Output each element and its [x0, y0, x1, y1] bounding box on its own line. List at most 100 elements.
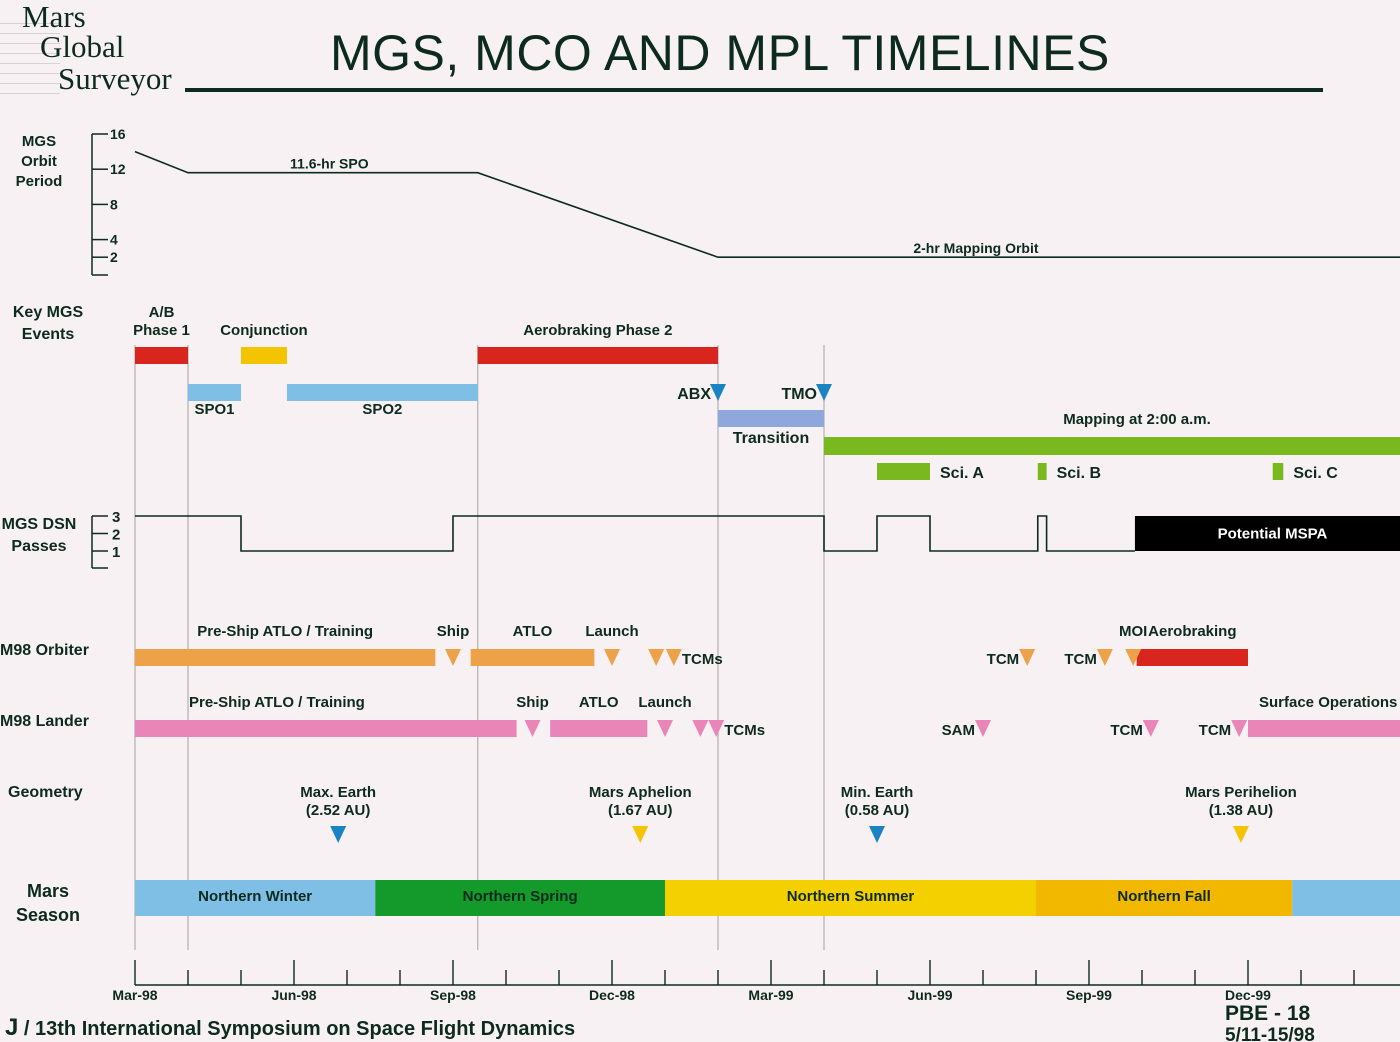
geometry-marker-icon — [330, 826, 347, 843]
event-marker-label: ABX — [677, 386, 711, 403]
footer-dates: 5/11-15/98 — [1225, 1025, 1315, 1042]
event-label: SPO1 — [194, 401, 234, 418]
orbit-tick-label: 16 — [110, 126, 126, 142]
geometry-label-line: Mars Perihelion — [1185, 784, 1297, 801]
event-label-line: A/B — [149, 304, 175, 321]
event-label-line: Sci. A — [940, 465, 984, 482]
orbiter-marker-icon — [1125, 649, 1142, 666]
geometry-marker-icon — [632, 826, 649, 843]
season-label-line: Northern Fall — [1117, 888, 1210, 905]
geometry-label-line: Max. Earth — [300, 784, 376, 801]
time-tick-label: Sep-98 — [430, 987, 476, 1003]
lander-marker-label-line: TCM — [1110, 722, 1143, 739]
lander-marker-icon — [975, 720, 991, 737]
lander-marker-label-line: Ship — [516, 694, 549, 711]
orbiter-marker-label: MOI — [1119, 623, 1147, 640]
time-tick-label: Jun-98 — [271, 987, 316, 1003]
footer-text: / 13th International Symposium on Space … — [18, 1018, 576, 1040]
event-label: Mapping at 2:00 a.m. — [1063, 411, 1211, 428]
orbiter-marker-label: Launch — [585, 623, 638, 640]
time-tick-label-line: Jun-98 — [271, 987, 316, 1003]
event-label-line: Transition — [733, 430, 809, 447]
orbiter-marker-label: TCMs — [682, 651, 723, 668]
orbit-annotation: 2-hr Mapping Orbit — [913, 240, 1039, 256]
geometry-label-line: (1.67 AU) — [608, 802, 672, 819]
orbiter-bar-label-line: Pre-Ship ATLO / Training — [197, 623, 373, 640]
time-tick-label: Dec-98 — [589, 987, 635, 1003]
lander-bar — [135, 720, 517, 737]
mspa-label-line: Potential MSPA — [1218, 526, 1328, 543]
dsn-tick-label-line: 3 — [112, 509, 120, 526]
lander-marker-label: TCM — [1110, 722, 1143, 739]
time-tick-label-line: Dec-99 — [1225, 987, 1271, 1003]
event-label-line: Sci. B — [1057, 465, 1101, 482]
orbiter-marker-icon — [445, 649, 461, 666]
lander-marker-label-line: Launch — [638, 694, 691, 711]
lander-marker-label-line: TCMs — [724, 722, 765, 739]
orbit-annotation-line: 11.6-hr SPO — [290, 156, 369, 172]
geometry-marker-icon — [1232, 826, 1249, 843]
lander-marker-label: Ship — [516, 694, 549, 711]
orbiter-marker-icon — [604, 649, 620, 666]
footer-initial: J — [5, 1014, 19, 1041]
event-bar — [824, 437, 1400, 455]
orbiter-marker-label-line: Ship — [437, 623, 470, 640]
event-label-line: Mapping at 2:00 a.m. — [1063, 411, 1211, 428]
orbiter-bar-label-line: Aerobraking — [1148, 623, 1236, 640]
event-marker-label-line: ABX — [677, 386, 711, 403]
season-label-line: Northern Winter — [198, 888, 312, 905]
geometry-label-line: Mars Aphelion — [589, 784, 692, 801]
orbiter-marker-label-line: TCMs — [682, 651, 723, 668]
event-label: Aerobraking Phase 2 — [523, 322, 672, 339]
season-label-line: Northern Summer — [787, 888, 915, 905]
event-bar — [188, 384, 241, 401]
event-marker-label: TMO — [781, 386, 817, 403]
logo-line: Global — [40, 29, 125, 64]
event-marker-icon — [816, 384, 832, 401]
logo-line: Surveyor — [58, 61, 172, 96]
lander-marker-label: Launch — [638, 694, 691, 711]
lander-bar-label-line: Surface Operations — [1259, 694, 1397, 711]
orbiter-marker-label-line: TCM — [1064, 651, 1097, 668]
event-label: Sci. C — [1293, 465, 1338, 482]
event-label-line: SPO2 — [362, 401, 402, 418]
geometry-label: Mars Perihelion (1.38 AU) — [1185, 784, 1297, 819]
time-tick-label-line: Sep-98 — [430, 987, 476, 1003]
time-tick-label-line: Mar-98 — [112, 987, 157, 1003]
lander-marker-label-line: SAM — [942, 722, 975, 739]
time-tick-label-line: Sep-99 — [1066, 987, 1112, 1003]
row-label-lander: M98 Lander — [0, 713, 89, 730]
time-tick-label-line: Jun-99 — [907, 987, 952, 1003]
orbit-annotation-line: 2-hr Mapping Orbit — [913, 240, 1039, 256]
season-band — [375, 880, 665, 916]
lander-bar-label: Surface Operations — [1259, 694, 1397, 711]
event-marker-icon — [710, 384, 726, 401]
lander-marker-label-line: TCM — [1199, 722, 1232, 739]
orbit-tick-label: 8 — [110, 196, 118, 212]
geometry-label-line: (2.52 AU) — [306, 802, 370, 819]
time-tick-label: Jun-99 — [907, 987, 952, 1003]
geometry-label: Mars Aphelion (1.67 AU) — [589, 784, 692, 819]
event-bar — [286, 384, 478, 401]
geometry-label: Min. Earth (0.58 AU) — [841, 784, 914, 819]
event-bar — [241, 347, 287, 364]
dsn-tick-label-line: 1 — [112, 544, 120, 561]
orbit-tick-label: 2 — [110, 249, 118, 265]
footer-conference: J / 13th International Symposium on Spac… — [5, 1014, 575, 1042]
row-label-dsn: MGS DSN Passes — [1, 516, 77, 555]
orbiter-marker-label: TCM — [987, 651, 1020, 668]
lander-marker-label: TCMs — [724, 722, 765, 739]
mspa-label: Potential MSPA — [1218, 526, 1328, 543]
orbiter-marker-icon — [648, 649, 665, 666]
orbiter-bar-label: ATLO — [513, 623, 553, 640]
lander-bar — [1248, 720, 1400, 737]
event-bar — [718, 410, 824, 427]
lander-marker-icon — [657, 720, 673, 737]
orbit-tick-label: 4 — [110, 232, 118, 248]
logo-stripes — [0, 14, 60, 94]
lander-marker-icon — [1142, 720, 1159, 737]
time-tick-label: Sep-99 — [1066, 987, 1112, 1003]
lander-bar-label: Pre-Ship ATLO / Training — [189, 694, 365, 711]
geometry-label-line: (1.38 AU) — [1209, 802, 1273, 819]
event-bar — [1037, 463, 1047, 480]
